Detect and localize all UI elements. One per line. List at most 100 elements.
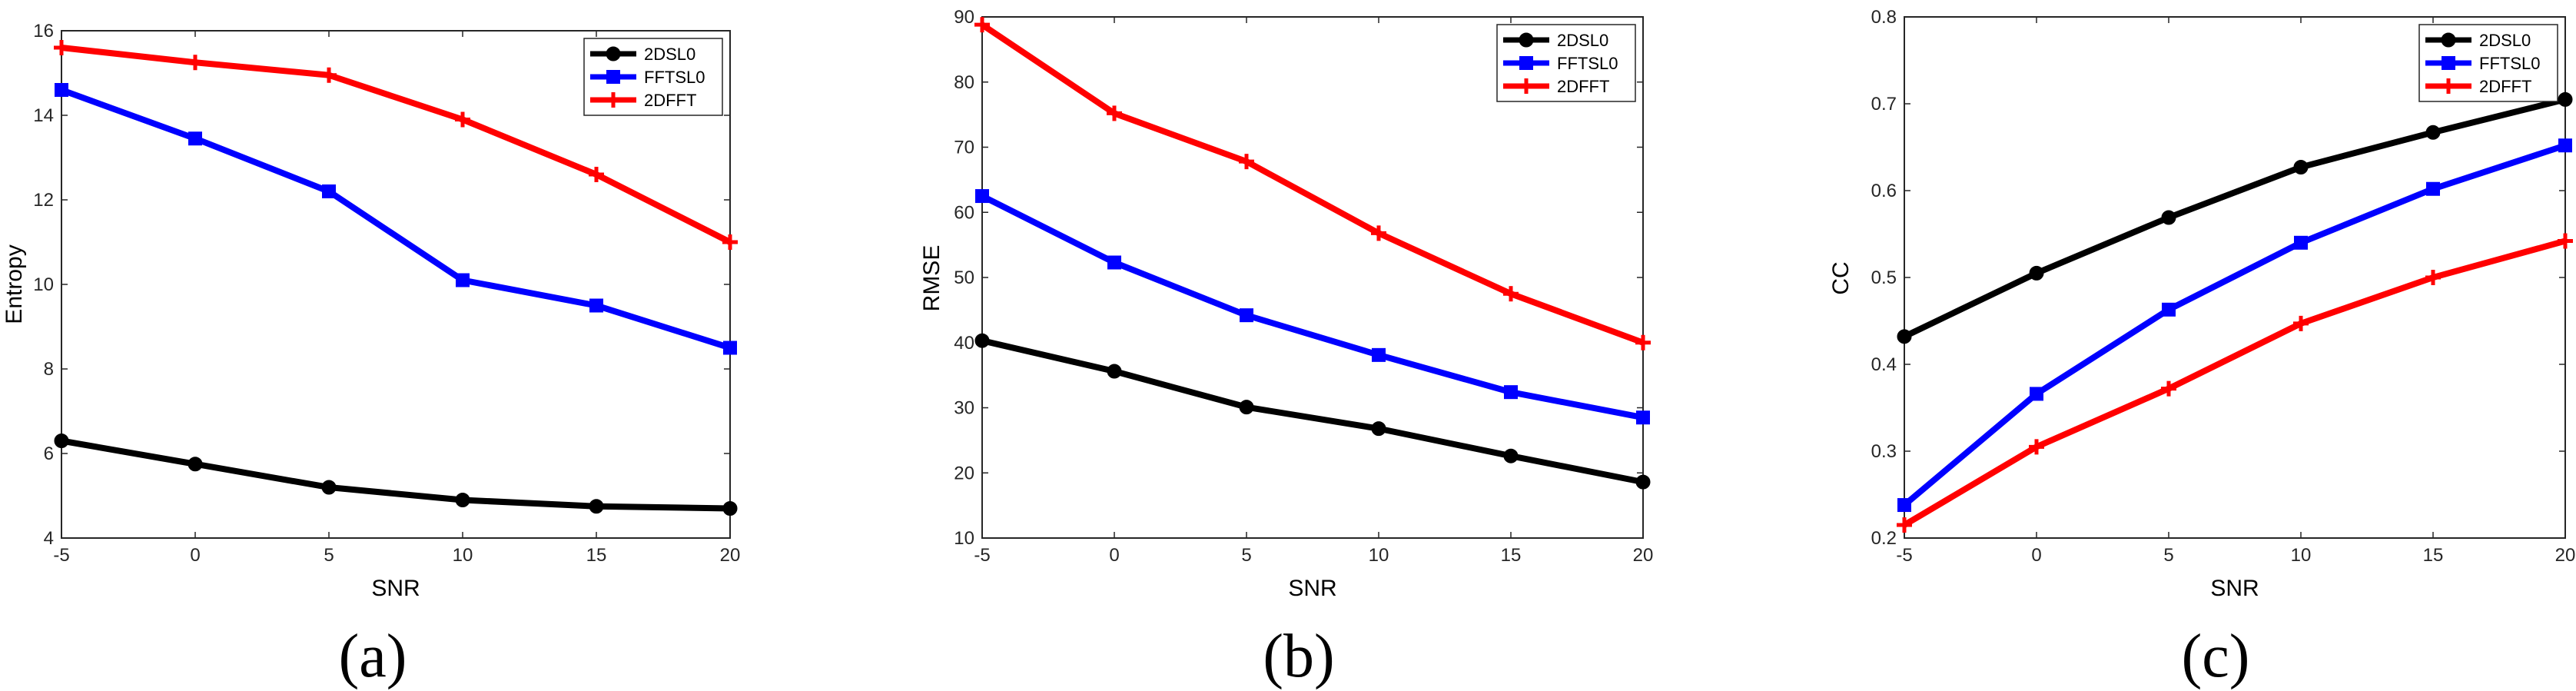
data-point-2DSL0-b: [1635, 474, 1651, 490]
data-point-2DSL0-c: [2161, 210, 2176, 225]
y-tick-label-c: 0.2: [1871, 528, 1897, 549]
data-point-FFTSL0-b: [1372, 347, 1386, 362]
panel-label-b: (b): [1263, 623, 1334, 690]
legend-marker-FFTSL0-c: [2442, 56, 2455, 70]
data-point-2DFFT-b: [1371, 225, 1386, 241]
x-tick-label-a: 20: [720, 545, 741, 566]
data-point-2DSL0-a: [722, 501, 738, 516]
series-line-2DSL0-b: [981, 337, 1644, 486]
legend-marker-FFTSL0-a: [606, 70, 620, 84]
data-point-FFTSL0-b: [1636, 410, 1650, 425]
y-tick-label-c: 0.7: [1871, 94, 1897, 115]
legend-c: 2DSL0 FFTSL0 2DFFT: [2418, 24, 2558, 102]
series-line-FFTSL0-a: [60, 87, 732, 351]
data-point-FFTSL0-c: [1897, 498, 1911, 513]
y-axis-label-b: RMSE: [919, 245, 944, 312]
x-tick-label-b: 5: [1241, 545, 1251, 566]
legend-marker-FFTSL0-b: [1519, 56, 1533, 70]
legend-label-2DFFT-b: 2DFFT: [1557, 77, 1609, 96]
data-point-2DFFT-c: [1897, 517, 1912, 533]
y-tick-label-b: 80: [954, 72, 974, 93]
y-tick-label-b: 90: [954, 7, 974, 28]
y-tick-label-a: 16: [33, 21, 54, 42]
legend-label-2DFFT-c: 2DFFT: [2479, 77, 2531, 96]
x-tick-label-b: 15: [1501, 545, 1522, 566]
x-tick-label-b: 20: [1633, 545, 1654, 566]
data-point-2DSL0-a: [188, 457, 203, 472]
x-tick-label-b: 0: [1109, 545, 1119, 566]
legend-label-FFTSL0-a: FFTSL0: [644, 68, 705, 87]
data-point-FFTSL0-c: [2162, 302, 2176, 317]
data-point-2DSL0-c: [2425, 125, 2441, 140]
y-tick-label-c: 0.8: [1871, 7, 1897, 28]
data-point-2DSL0-b: [974, 333, 990, 348]
data-point-2DSL0-c: [2558, 91, 2573, 107]
x-tick-label-c: -5: [1896, 545, 1912, 566]
panel-label-a: (a): [339, 623, 407, 690]
data-point-2DFFT-a: [455, 111, 470, 128]
data-point-FFTSL0-b: [1107, 255, 1121, 270]
data-point-FFTSL0-c: [2030, 387, 2043, 401]
data-point-2DSL0-a: [589, 499, 604, 514]
legend-marker-2DSL0-c: [2441, 32, 2456, 48]
data-point-2DFFT-b: [1635, 334, 1651, 350]
data-point-2DFFT-b: [1503, 286, 1519, 302]
data-point-2DFFT-b: [1107, 105, 1122, 121]
x-tick-label-c: 0: [2031, 545, 2041, 566]
data-point-2DFFT-b: [1239, 154, 1254, 170]
data-point-2DSL0-a: [455, 493, 470, 507]
data-point-FFTSL0-b: [1240, 308, 1253, 323]
y-tick-label-c: 0.4: [1871, 354, 1897, 375]
x-axis-label-a: SNR: [371, 576, 420, 601]
legend-label-FFTSL0-b: FFTSL0: [1557, 54, 1618, 73]
series-line-2DSL0-c: [1903, 96, 2566, 340]
legend-b: 2DSL0 FFTSL0 2DFFT: [1496, 24, 1636, 102]
data-point-2DFFT-c: [2425, 270, 2441, 285]
legend-label-2DFFT-a: 2DFFT: [644, 91, 696, 110]
chart-panel-c: -5 0 5 10 15 20 0.2 0.3 0.4 0.5 0.6 0.7 0.8 2DSL0 FFT…: [1828, 7, 2575, 690]
data-point-2DSL0-c: [2029, 265, 2044, 281]
data-point-FFTSL0-a: [589, 298, 603, 313]
data-point-2DSL0-a: [54, 434, 69, 448]
panel-label-c: (c): [2182, 623, 2250, 690]
series-line-2DFFT-b: [980, 22, 1645, 346]
y-tick-label-a: 14: [33, 105, 54, 126]
y-tick-label-a: 10: [33, 274, 54, 295]
data-point-FFTSL0-c: [2426, 181, 2440, 196]
y-tick-label-a: 8: [44, 359, 54, 380]
series-a: [54, 40, 738, 516]
legend-marker-2DSL0-b: [1519, 32, 1534, 48]
data-point-2DSL0-c: [2293, 159, 2309, 174]
chart-panel-a: -5 0 5 10 15 20 4 6 8 10 12 14 16 2DSL0 FFTSL0 2DFFT E…: [2, 21, 740, 690]
data-point-2DFFT-a: [722, 234, 738, 250]
data-point-FFTSL0-a: [55, 83, 68, 97]
data-point-FFTSL0-b: [975, 189, 989, 204]
x-axis-label-c: SNR: [2210, 576, 2259, 601]
plot-area-b: [981, 16, 1644, 539]
x-tick-label-a: 10: [453, 545, 473, 566]
x-tick-label-a: 0: [190, 545, 200, 566]
data-point-2DFFT-c: [2558, 233, 2573, 249]
series-line-2DFFT-a: [61, 45, 732, 245]
data-point-2DFFT-b: [974, 17, 990, 33]
x-tick-label-c: 20: [2555, 545, 2576, 566]
legend-marker-2DFFT-c: [2441, 78, 2456, 94]
series-c: [1897, 91, 2573, 533]
legend-label-2DSL0-c: 2DSL0: [2479, 31, 2531, 50]
data-point-FFTSL0-a: [456, 273, 470, 287]
data-point-2DFFT-a: [321, 67, 337, 83]
data-point-FFTSL0-a: [723, 341, 737, 355]
y-tick-label-b: 40: [954, 333, 974, 354]
y-tick-label-b: 60: [954, 202, 974, 223]
series-line-FFTSL0-b: [981, 193, 1644, 421]
y-tick-label-b: 70: [954, 138, 974, 158]
legend-marker-2DFFT-b: [1519, 78, 1534, 94]
data-point-2DFFT-a: [54, 40, 69, 55]
legend-a: 2DSL0 FFTSL0 2DFFT: [583, 38, 723, 116]
legend-label-FFTSL0-c: FFTSL0: [2479, 54, 2540, 73]
series-line-2DSL0-a: [61, 437, 731, 512]
y-tick-label-b: 20: [954, 463, 974, 483]
data-point-2DSL0-b: [1107, 364, 1122, 379]
data-point-FFTSL0-a: [188, 131, 202, 146]
data-point-2DFFT-c: [2029, 439, 2044, 455]
